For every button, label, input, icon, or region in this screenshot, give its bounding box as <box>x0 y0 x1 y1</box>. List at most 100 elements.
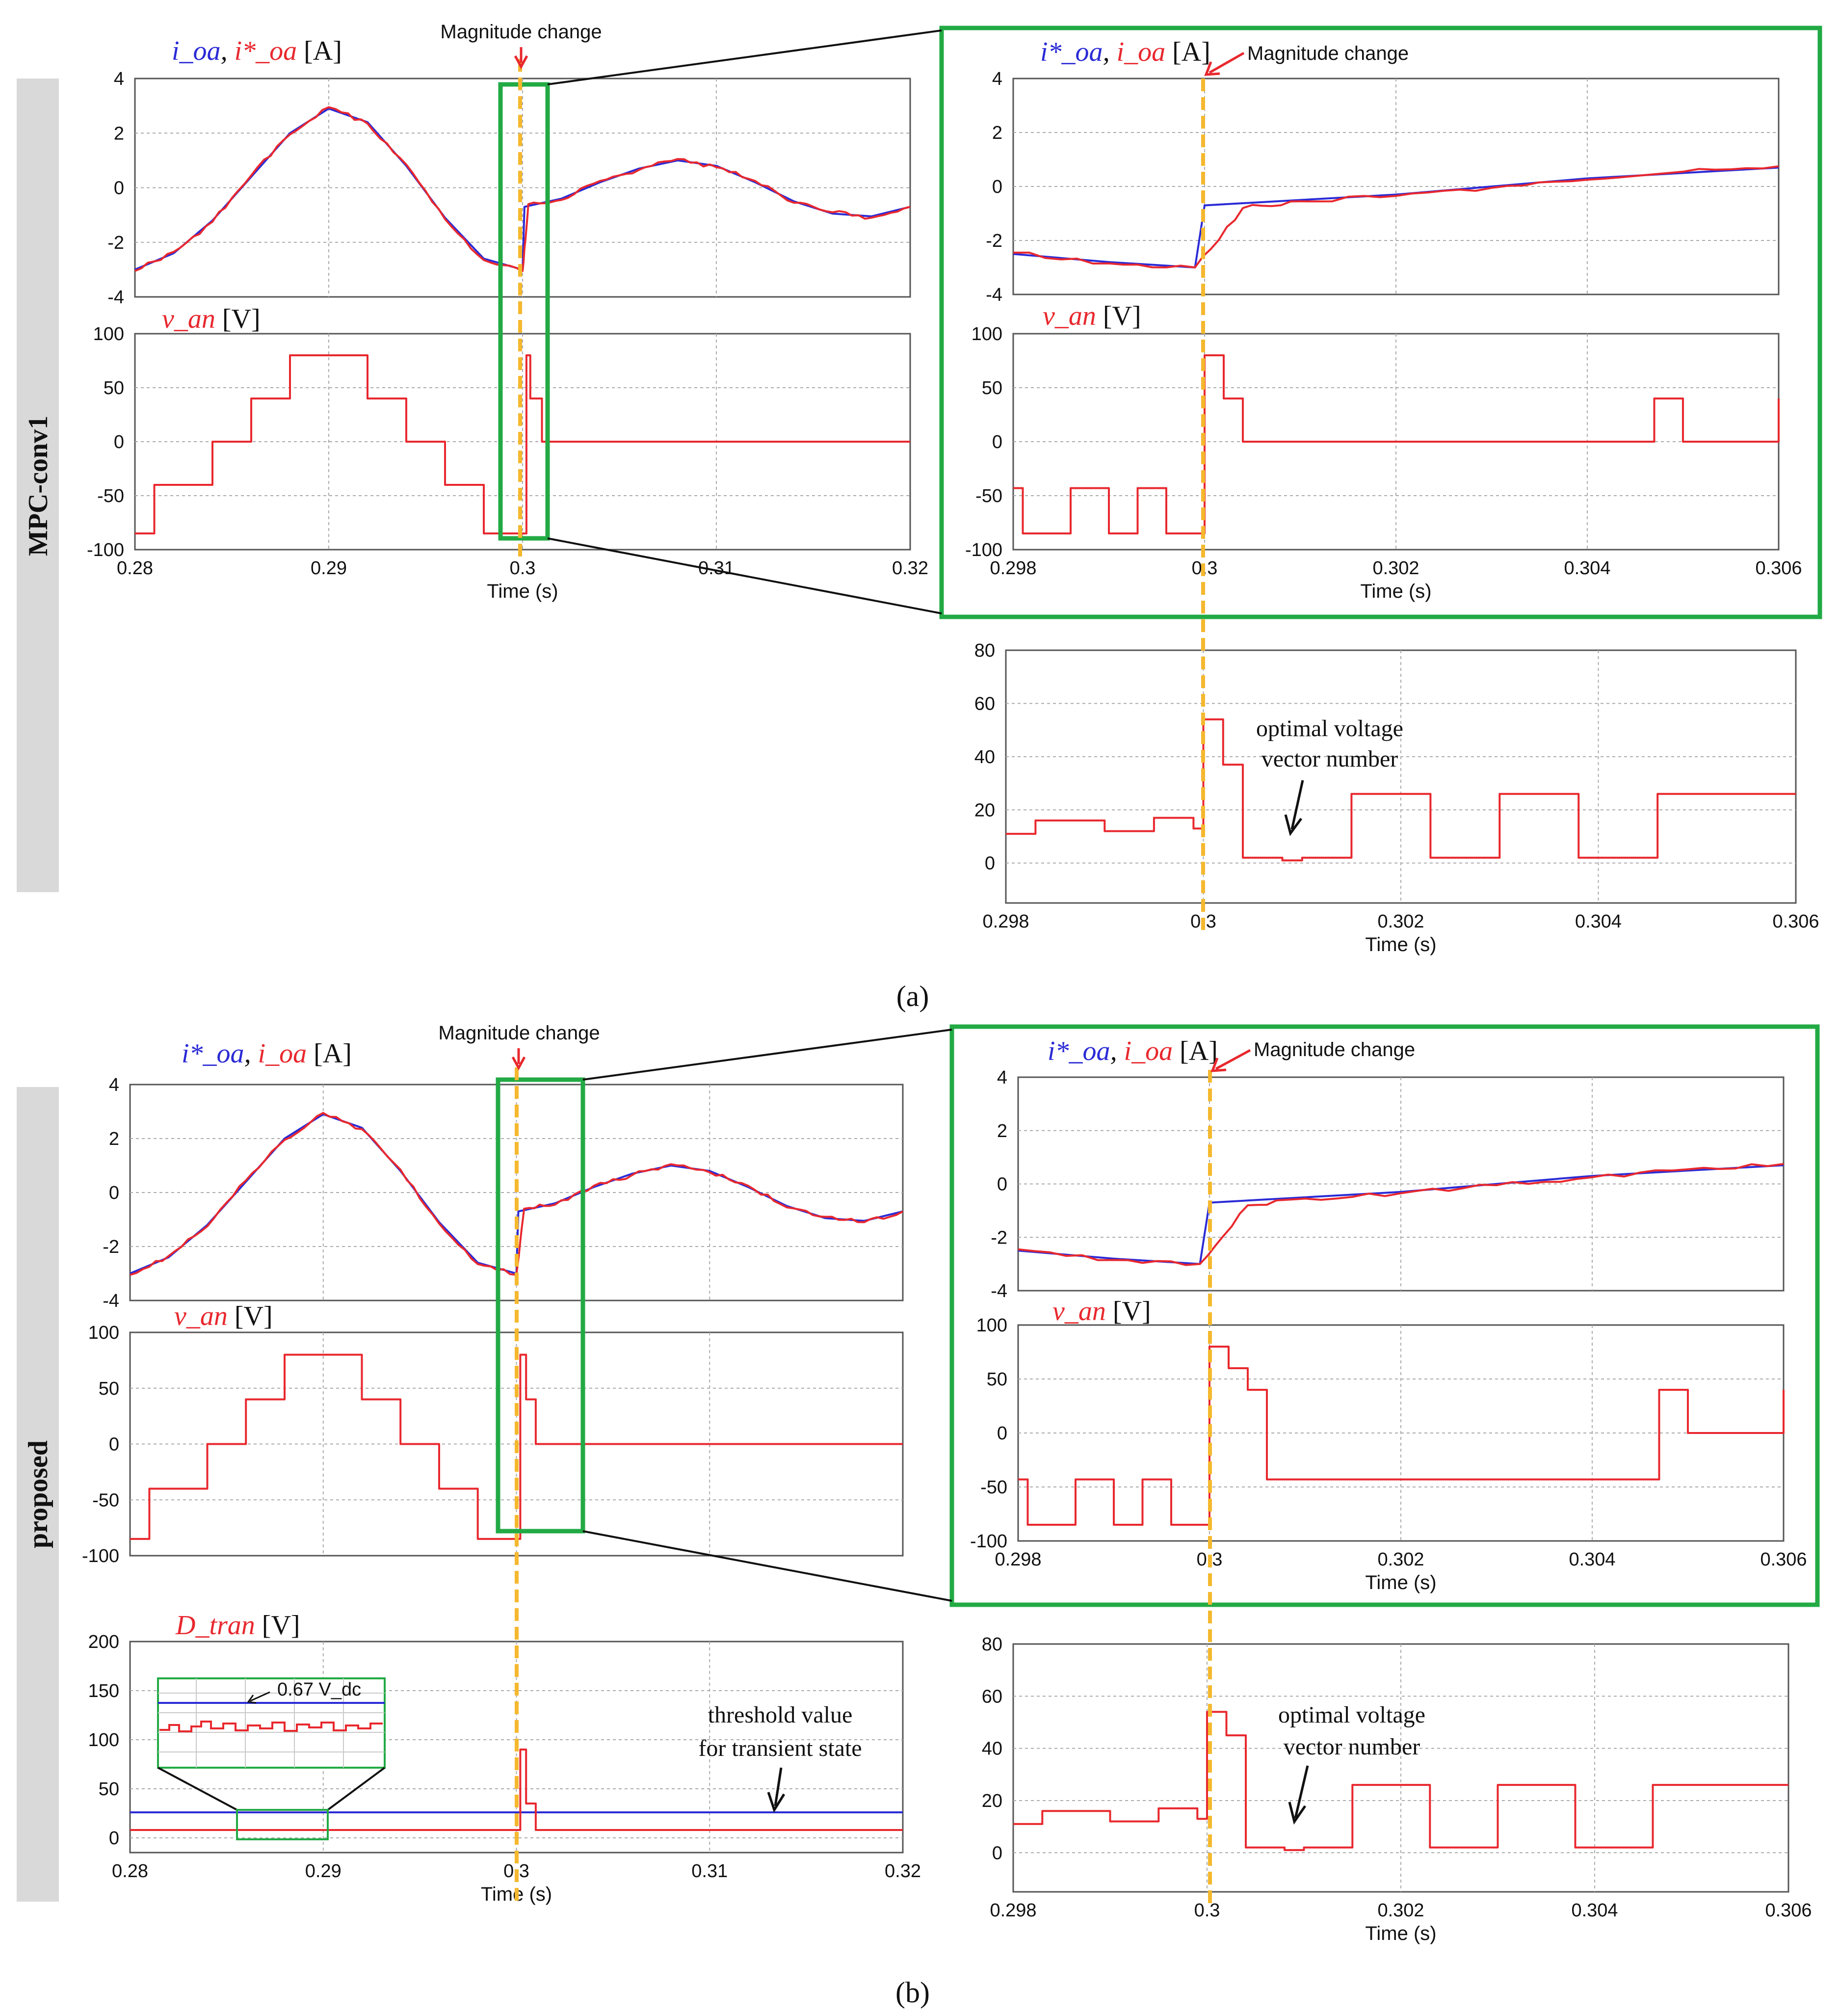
y-tick-label: 4 <box>997 1067 1007 1088</box>
dtran-inset: 0.67 V_dc <box>157 1677 386 1769</box>
series-line-vector <box>1006 718 1796 862</box>
y-tick-label: -50 <box>92 1490 119 1511</box>
y-tick-label: 50 <box>987 1369 1007 1390</box>
x-tick-label: 0.306 <box>1772 911 1819 932</box>
svg-text:v_an[V]: v_an [V] <box>162 304 261 334</box>
x-axis-label: Time (s) <box>1365 934 1436 955</box>
title-a-zoom-voltage: v_an [V] <box>1043 301 1141 331</box>
zoom-box-a-right <box>939 26 1822 619</box>
y-tick-label: 0 <box>109 1828 119 1849</box>
dtran-inset-grid <box>158 1678 385 1768</box>
y-tick-label: 40 <box>974 747 995 768</box>
y-tick-label: 60 <box>982 1686 1002 1707</box>
y-tick-label: 4 <box>114 69 124 89</box>
row-b-label: proposed <box>23 1440 53 1548</box>
y-tick-label: -2 <box>991 1227 1007 1248</box>
event-arrow-a-right <box>1204 52 1245 76</box>
x-tick-label: 0.306 <box>1765 1900 1812 1921</box>
y-tick-label: 0 <box>109 1183 119 1203</box>
y-tick-label: 100 <box>93 324 124 345</box>
chart-a-zoom-current: -4 -2 0 2 4 <box>986 69 1780 305</box>
chart-b-current: -4 -2 0 2 4 <box>103 1075 904 1311</box>
x-tick-label: 0.298 <box>982 911 1029 932</box>
x-axis-label: Time (s) <box>487 581 558 602</box>
svg-text:D_tran[V]: D_tran [V] <box>175 1610 300 1641</box>
y-tick-label: 4 <box>992 69 1002 89</box>
x-axis-label: Time (s) <box>1365 1572 1436 1593</box>
vector-annotation-b-1: optimal voltage <box>1278 1702 1425 1728</box>
y-tick-label: 0 <box>992 432 1002 452</box>
svg-text:i*_oa, i_oa[A]: i*_oa, i_oa [A] <box>182 1038 352 1069</box>
x-tick-label: 0.29 <box>311 558 347 579</box>
event-label-b-left: Magnitude change <box>438 1022 600 1044</box>
title-b-current: i*_oa, i_oa [A] <box>182 1038 352 1069</box>
x-tick-label: 0.298 <box>990 558 1036 579</box>
inset-source-box <box>236 1809 329 1840</box>
y-tick-label: 0 <box>109 1434 119 1455</box>
y-tick-label: -100 <box>965 540 1002 560</box>
series-line-i-oa <box>1013 165 1779 268</box>
subfigure-a-label: (a) <box>896 980 929 1012</box>
series-line-vector <box>1013 1711 1788 1851</box>
zoom-box-b-right <box>949 1024 1820 1607</box>
x-tick-label: 0.306 <box>1755 558 1802 579</box>
connector-b-bottom <box>582 1530 952 1602</box>
row-a-sidebar <box>17 79 59 892</box>
svg-text:v_an[V]: v_an [V] <box>174 1301 273 1331</box>
row-b-sidebar <box>17 1087 59 1902</box>
x-tick-label: 0.304 <box>1571 1900 1618 1921</box>
chart-a-zoom-voltage: -100-500501000.2980.30.3020.3040.306Time… <box>965 324 1802 602</box>
title-b-voltage: v_an [V] <box>174 1301 273 1331</box>
y-tick-label: 20 <box>974 800 995 821</box>
threshold-annotation-1: threshold value <box>708 1702 853 1728</box>
y-tick-label: 100 <box>88 1323 119 1343</box>
series-line-v-an <box>135 354 910 534</box>
series-line-v-an <box>1013 354 1780 534</box>
row-a-label: MPC-conv1 <box>23 416 53 556</box>
vector-annotation-a-2: vector number <box>1261 746 1398 772</box>
x-tick-label: 0.298 <box>990 1900 1036 1921</box>
y-tick-label: 2 <box>109 1129 119 1149</box>
y-tick-label: 40 <box>982 1739 1002 1759</box>
dtran-inset-arrow <box>247 1691 270 1704</box>
dtran-inset-signal <box>159 1721 383 1732</box>
y-tick-label: 0 <box>997 1423 1007 1444</box>
series-line-i-oa <box>1018 1163 1784 1266</box>
y-tick-label: 0 <box>114 432 124 452</box>
y-tick-label: 60 <box>974 693 995 714</box>
x-tick-label: 0.302 <box>1372 558 1419 579</box>
y-tick-label: 0 <box>997 1174 1007 1195</box>
chart-b-vector: 0 20 40 60 80 0.298 0.3 0.302 0.304 0.306 Time (s) <box>982 1634 1812 1944</box>
x-tick-label: 0.306 <box>1760 1549 1807 1570</box>
y-tick-label: -50 <box>975 486 1002 506</box>
connector-b-top <box>582 1029 952 1081</box>
y-tick-label: 50 <box>104 378 124 398</box>
x-tick-label: 0.28 <box>112 1861 148 1882</box>
threshold-arrow <box>767 1767 786 1813</box>
svg-text:v_an[V]: v_an [V] <box>1052 1296 1151 1326</box>
y-tick-label: -4 <box>991 1281 1007 1301</box>
svg-text:i*_oa, i_oa[A]: i*_oa, i_oa [A] <box>1048 1036 1218 1066</box>
x-tick-label: 0.302 <box>1377 911 1424 932</box>
dtran-inset-label: 0.67 V_dc <box>277 1679 361 1700</box>
y-tick-label: -2 <box>103 1237 119 1257</box>
y-tick-label: 2 <box>997 1121 1007 1141</box>
y-tick-label: -2 <box>986 231 1002 251</box>
y-tick-label: 80 <box>974 640 995 661</box>
y-tick-label: 100 <box>976 1315 1007 1336</box>
x-tick-label: 0.31 <box>691 1861 728 1882</box>
y-tick-label: -100 <box>970 1531 1007 1552</box>
inset-connector-right <box>327 1767 386 1811</box>
chart-b-zoom-voltage: -100-500501000.2980.30.3020.3040.306Time… <box>970 1315 1807 1593</box>
series-line-i-oa-measured- <box>134 106 911 272</box>
y-tick-label: 0 <box>992 1843 1002 1863</box>
threshold-annotation-2: for transient state <box>698 1735 862 1761</box>
y-tick-label: 80 <box>982 1634 1002 1655</box>
x-tick-label: 0.302 <box>1377 1900 1424 1921</box>
x-tick-label: 0.304 <box>1564 558 1610 579</box>
x-tick-label: 0.28 <box>117 558 153 579</box>
vector-annotation-a-1: optimal voltage <box>1256 716 1403 742</box>
y-tick-label: 2 <box>114 123 124 144</box>
x-tick-label: 0.302 <box>1377 1549 1424 1570</box>
